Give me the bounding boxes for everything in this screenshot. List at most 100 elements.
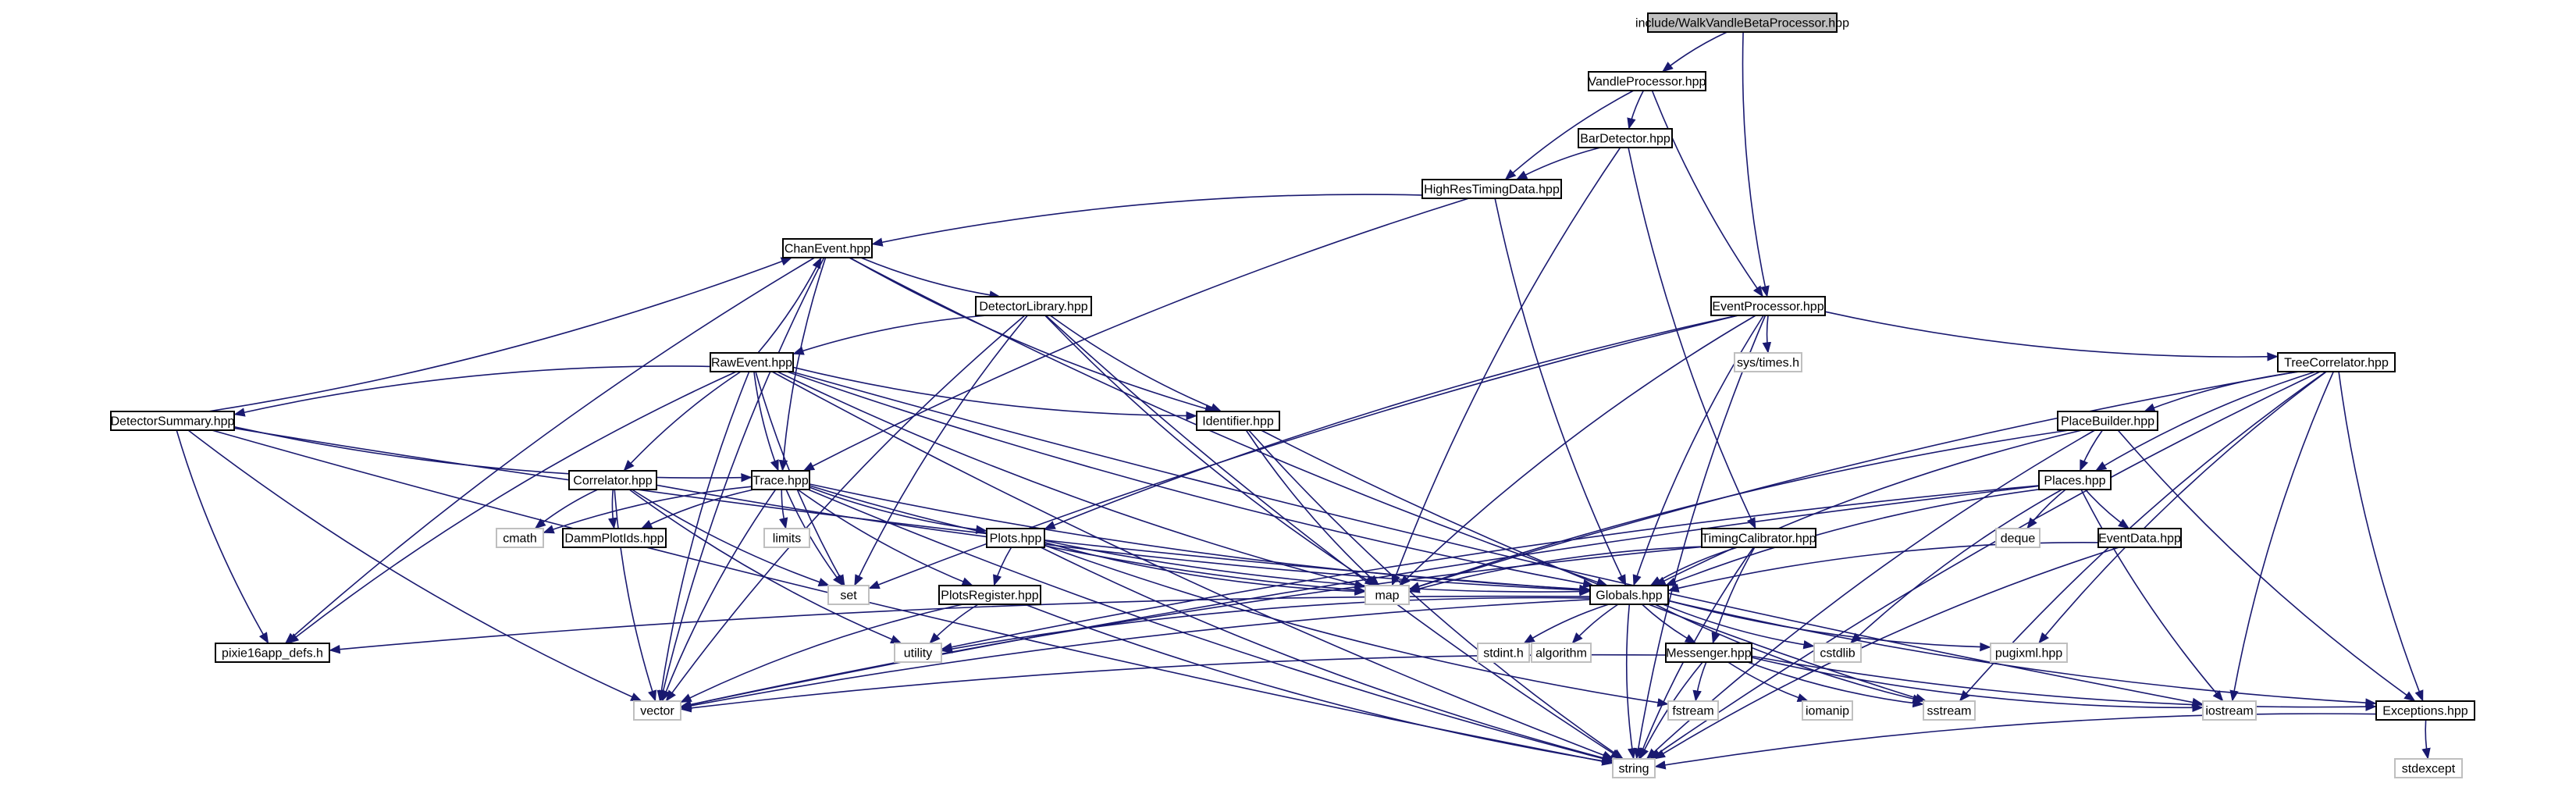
edge-timingcal-to-vector <box>680 546 1703 709</box>
node-pixie[interactable]: pixie16app_defs.h <box>215 643 330 663</box>
edge-evproc-to-string <box>1634 315 1767 760</box>
node-label: pixie16app_defs.h <box>222 647 323 661</box>
node-eventdata[interactable]: EventData.hpp <box>2097 528 2182 548</box>
edge-raw-to-chan <box>757 257 822 354</box>
edge-places-to-eventdata <box>2084 489 2130 529</box>
node-label: BarDetector.hpp <box>1580 133 1670 146</box>
edge-raw-to-pixie <box>287 371 737 644</box>
edge-detsum-to-vector <box>187 429 642 702</box>
node-box <box>2375 700 2475 721</box>
node-label: Plots.hpp <box>990 532 1042 546</box>
node-label: DetectorLibrary.hpp <box>979 301 1087 314</box>
node-label: set <box>840 589 857 603</box>
edge-trace-to-limits <box>779 489 788 529</box>
node-box <box>2057 411 2158 431</box>
node-placebuilder[interactable]: PlaceBuilder.hpp <box>2057 411 2158 431</box>
edge-raw-to-globals <box>787 371 1595 589</box>
node-bar[interactable]: BarDetector.hpp <box>1578 128 1673 148</box>
node-plots[interactable]: Plots.hpp <box>986 528 1045 548</box>
edge-raw-to-vector <box>656 371 750 702</box>
node-trace[interactable]: Trace.hpp <box>751 470 810 490</box>
node-exceptions[interactable]: Exceptions.hpp <box>2375 700 2475 721</box>
edge-eventdata-to-string <box>1653 547 2119 760</box>
node-box <box>215 643 330 663</box>
edge-vandle-to-bar <box>1627 90 1645 130</box>
node-globals[interactable]: Globals.hpp <box>1589 585 1669 605</box>
node-box <box>1734 352 1802 372</box>
edge-correlator-to-damm <box>607 489 617 529</box>
node-box <box>827 585 870 605</box>
edge-walk-to-vandle <box>1661 31 1727 73</box>
node-box <box>2202 700 2257 721</box>
node-timingcal[interactable]: TimingCalibrator.hpp <box>1701 528 1816 548</box>
edge-placebuilder-to-map <box>1408 429 2069 591</box>
node-utility: utility <box>894 643 942 663</box>
node-chan[interactable]: ChanEvent.hpp <box>782 238 873 258</box>
edge-raw-to-string <box>771 371 1614 760</box>
node-vandle[interactable]: VandleProcessor.hpp <box>1588 71 1706 91</box>
edge-detlib-to-string <box>1045 315 1623 760</box>
edge-messenger-to-iostream <box>1751 657 2204 713</box>
edge-chan-to-ident <box>849 257 1217 413</box>
edge-vandle-to-evproc <box>1651 90 1764 297</box>
node-label: stdint.h <box>1483 647 1524 661</box>
node-plotsreg[interactable]: PlotsRegister.hpp <box>938 585 1041 605</box>
edge-trace-to-set <box>785 489 844 586</box>
edge-bar-to-timingcal <box>1628 147 1756 529</box>
node-raw[interactable]: RawEvent.hpp <box>710 352 794 372</box>
edge-evproc-to-globals <box>1632 315 1764 586</box>
node-label: iostream <box>2205 705 2253 718</box>
edge-correlator-to-cmath <box>534 489 599 529</box>
node-messenger[interactable]: Messenger.hpp <box>1665 643 1752 663</box>
node-walk[interactable]: include/WalkVandleBetaProcessor.hpp <box>1635 12 1849 33</box>
edge-treecorr-to-map <box>1408 371 2299 591</box>
edge-plotsreg-to-string <box>1024 604 1614 766</box>
node-box <box>1421 179 1562 199</box>
node-correlator[interactable]: Correlator.hpp <box>568 470 657 490</box>
node-box <box>710 352 794 372</box>
node-hrt[interactable]: HighResTimingData.hpp <box>1421 179 1562 199</box>
edge-timingcal-to-messenger <box>1711 547 1756 644</box>
node-label: deque <box>2001 532 2036 546</box>
node-label: stdexcept <box>2402 763 2456 776</box>
node-label: fstream <box>1672 705 1713 718</box>
node-evproc[interactable]: EventProcessor.hpp <box>1710 296 1826 316</box>
edge-globals-to-algorithm <box>1571 604 1619 644</box>
node-box <box>782 238 873 258</box>
node-label: HighResTimingData.hpp <box>1424 183 1560 197</box>
node-label: utility <box>904 647 932 661</box>
node-deque: deque <box>1995 528 2041 548</box>
node-box <box>1612 758 1656 778</box>
node-box <box>1990 643 2068 663</box>
edge-ident-to-map <box>1245 429 1380 586</box>
node-label: Places.hpp <box>2044 475 2105 488</box>
node-places[interactable]: Places.hpp <box>2038 470 2112 490</box>
node-label: sstream <box>1927 705 1972 718</box>
node-string: string <box>1612 758 1656 778</box>
edge-messenger-to-sstream <box>1747 661 1924 708</box>
node-detsum[interactable]: DetectorSummary.hpp <box>110 411 235 431</box>
edge-raw-to-detsum <box>233 365 711 417</box>
node-box <box>1578 128 1673 148</box>
edge-treecorr-to-places <box>2094 371 2316 472</box>
edge-globals-to-string <box>1625 604 1637 760</box>
node-detlib[interactable]: DetectorLibrary.hpp <box>975 296 1092 316</box>
node-box <box>1196 411 1280 431</box>
edge-detsum-to-trace <box>233 426 753 483</box>
node-damm[interactable]: DammPlotIds.hpp <box>562 528 667 548</box>
edge-detlib-to-map <box>1044 315 1376 586</box>
node-box <box>1995 528 2041 548</box>
edge-trace-to-cmath <box>543 486 753 534</box>
node-label: EventData.hpp <box>2098 532 2181 546</box>
node-treecorr[interactable]: TreeCorrelator.hpp <box>2277 352 2396 372</box>
node-box <box>1477 643 1530 663</box>
edge-plots-to-globals <box>1044 540 1591 596</box>
edge-raw-to-correlator <box>623 371 742 472</box>
edge-detsum-to-chan <box>208 257 793 412</box>
node-box <box>1802 700 1853 721</box>
edge-globals-to-vector <box>680 599 1591 710</box>
edge-messenger-to-iomanip <box>1727 661 1809 702</box>
node-box <box>496 528 544 548</box>
node-ident[interactable]: Identifier.hpp <box>1196 411 1280 431</box>
edge-detlib-to-vector <box>665 315 1026 702</box>
